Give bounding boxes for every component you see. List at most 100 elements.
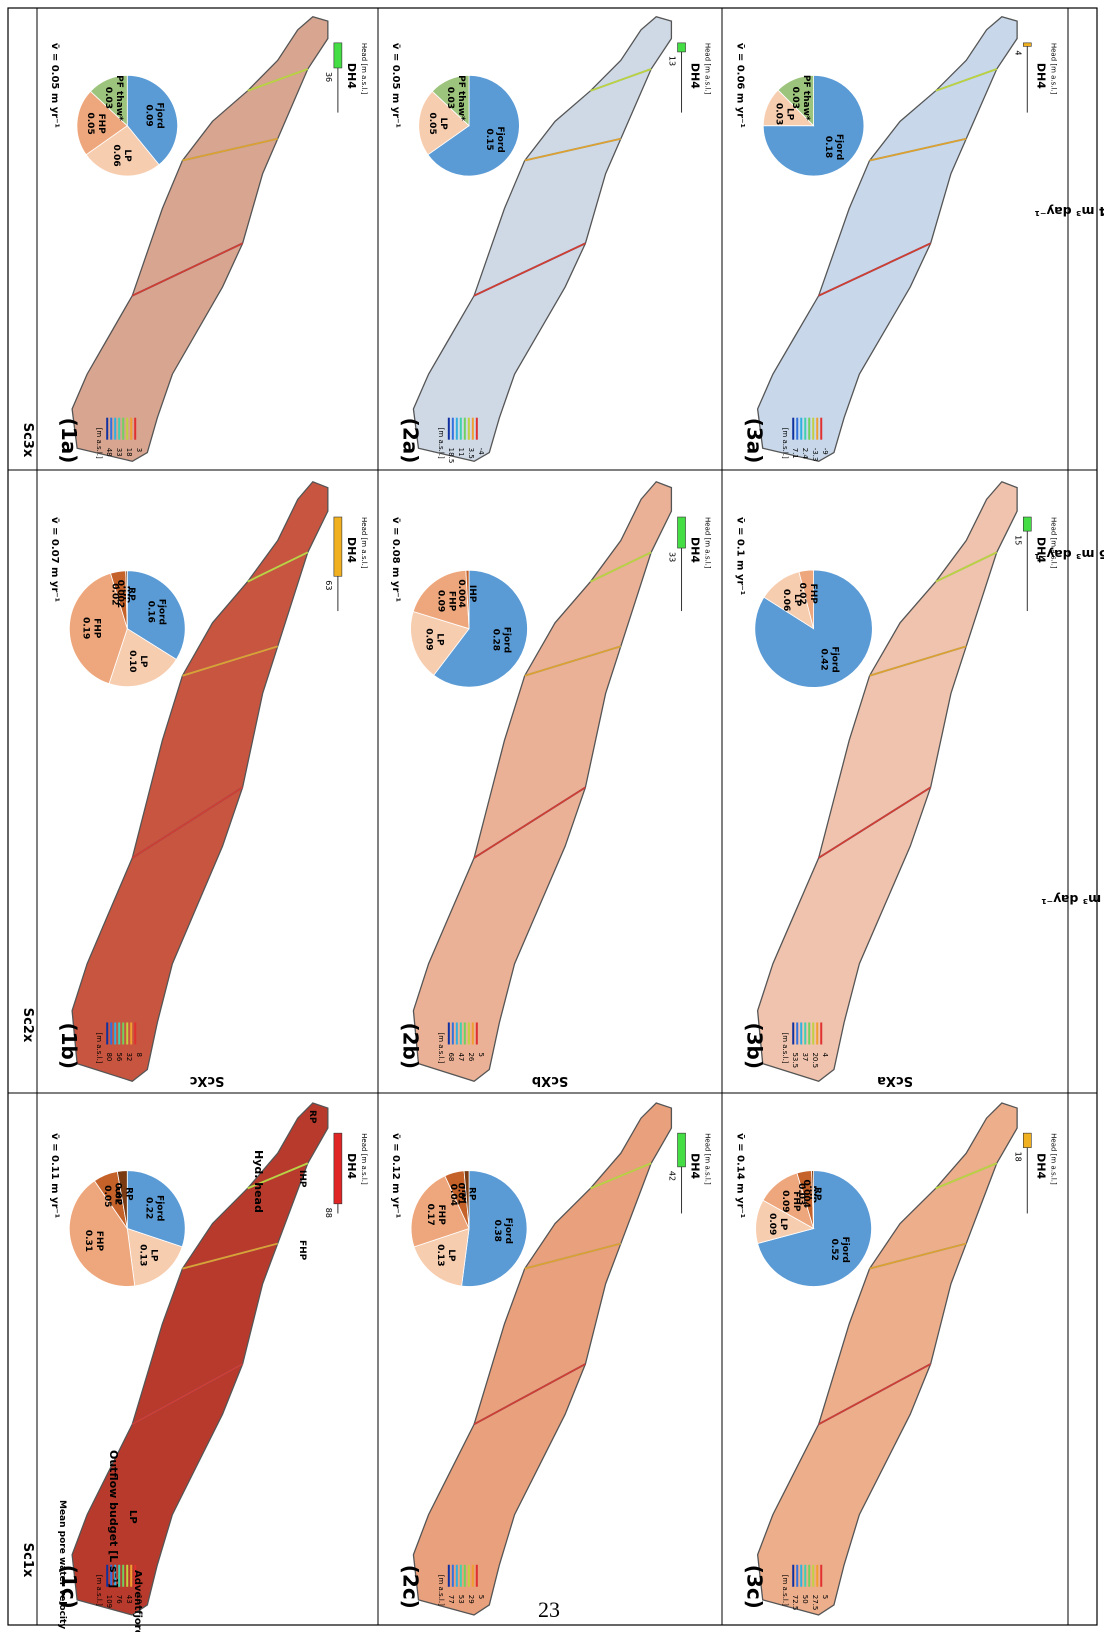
mean-velocity: v̄ = 0.05 m yr⁻¹ bbox=[390, 43, 401, 128]
mean-velocity: v̄ = 0.14 m yr⁻¹ bbox=[734, 1133, 745, 1218]
pie-value: 0.31 bbox=[83, 1230, 93, 1252]
legend-value: 68 bbox=[447, 1052, 455, 1061]
column-header: ScXc bbox=[190, 1073, 225, 1088]
panel-label: (1b) bbox=[57, 1022, 81, 1069]
row-header: Sc3x bbox=[20, 423, 35, 458]
legend-value: 26 bbox=[467, 1052, 475, 1061]
dh4-head-bar bbox=[333, 516, 343, 577]
dh4-head-bar bbox=[677, 42, 686, 53]
legend-value: 56 bbox=[115, 1052, 123, 1061]
legend-value: -4 bbox=[477, 448, 485, 456]
pie-value: 0.06 bbox=[781, 589, 791, 611]
pie-value: 0.09 bbox=[435, 590, 445, 612]
dh4-head-bar bbox=[1022, 516, 1032, 532]
pie-label: Fjord bbox=[834, 134, 844, 160]
legend-value: -9 bbox=[821, 448, 829, 455]
pie-slice bbox=[427, 74, 520, 177]
head-contour bbox=[473, 1363, 586, 1426]
rate-label: 63.4 m³ day⁻¹ bbox=[1034, 204, 1104, 219]
pie-value: 0.15 bbox=[484, 128, 494, 150]
pie-label: IHP bbox=[121, 586, 131, 604]
pie-slice bbox=[412, 569, 470, 630]
dh4-head-value: 42 bbox=[668, 1171, 677, 1181]
dh4-head-bar bbox=[1022, 1132, 1032, 1148]
pie-value: 0.16 bbox=[146, 601, 156, 623]
pie-slice bbox=[410, 1175, 470, 1248]
pie-label: LP bbox=[122, 149, 132, 162]
panel-annotation: FHP bbox=[297, 1240, 307, 1261]
pie-slice bbox=[126, 570, 186, 660]
head-contour bbox=[590, 1162, 652, 1190]
pie-value: 0.09 bbox=[780, 1190, 790, 1212]
pie-label: IHP bbox=[467, 585, 477, 603]
pie-slice bbox=[126, 1227, 183, 1287]
head-contour bbox=[473, 786, 586, 859]
legend-value: 10 bbox=[135, 1595, 143, 1604]
model-domain-map bbox=[71, 1102, 329, 1616]
head-contour bbox=[590, 68, 652, 92]
head-axis-label: Head [m a.s.l.] bbox=[360, 1133, 368, 1185]
dh4-label: DH4 bbox=[345, 63, 358, 89]
dh4-label: DH4 bbox=[1034, 1153, 1047, 1179]
legend-value: 53.5 bbox=[791, 1052, 799, 1068]
legend-unit: [m a.s.l.] bbox=[95, 428, 103, 459]
pie-value: 0.18 bbox=[823, 136, 833, 158]
column-headers: ScXcScXbScXaSc1xSc2xSc3x63.4 m³ day⁻¹40.… bbox=[20, 204, 1104, 1578]
legend-value: 48 bbox=[105, 448, 113, 457]
pie-label: LP bbox=[785, 108, 795, 121]
pie-value: 0.52 bbox=[829, 1239, 839, 1261]
legend-unit: [m a.s.l.] bbox=[781, 1575, 789, 1606]
head-contour bbox=[182, 137, 278, 162]
legend-value: 53 bbox=[457, 1595, 465, 1604]
pie-label: LP bbox=[792, 594, 802, 607]
pie-label: Fjord bbox=[501, 627, 511, 653]
panel-label: (2a) bbox=[398, 418, 422, 464]
head-contour bbox=[935, 1162, 998, 1190]
legend-value: 20.5 bbox=[811, 1052, 819, 1068]
dh4-head-bar bbox=[677, 1132, 686, 1168]
head-contour bbox=[818, 786, 932, 859]
pie-label: PF thaw* bbox=[801, 75, 811, 121]
head-contour bbox=[182, 645, 278, 677]
legend-value: 2.4 bbox=[801, 448, 809, 460]
pie-slice bbox=[68, 1180, 136, 1287]
pie-value: 0.004 bbox=[456, 579, 466, 607]
pie-value: 0.03 bbox=[103, 87, 113, 109]
legend-value: 43 bbox=[125, 1595, 133, 1604]
pie-label: FHP bbox=[446, 591, 456, 612]
legend-value: 7.1 bbox=[791, 448, 799, 459]
legend-value: 5 bbox=[477, 1595, 485, 1599]
head-contour bbox=[247, 1162, 309, 1190]
panel-annotation: RP bbox=[307, 1110, 317, 1124]
model-domain-map bbox=[756, 15, 1018, 462]
pie-label: Fjord bbox=[830, 646, 840, 672]
legend-value: 27.5 bbox=[811, 1595, 819, 1611]
legend-value: -3.3 bbox=[811, 448, 819, 462]
pie-label: RP bbox=[812, 1187, 822, 1201]
head-contour bbox=[590, 551, 652, 583]
legend-unit: [m a.s.l.] bbox=[781, 1032, 789, 1063]
pie-value: 0.03 bbox=[790, 87, 800, 109]
dh4-head-value: 63 bbox=[324, 580, 333, 590]
panel-label: (3b) bbox=[742, 1022, 766, 1069]
model-domain-map bbox=[756, 480, 1018, 1082]
dh4-head-bar bbox=[1022, 42, 1032, 47]
legend-value: 3 bbox=[135, 448, 143, 452]
legend-unit: [m a.s.l.] bbox=[781, 428, 789, 459]
dh4-label: DH4 bbox=[689, 1153, 702, 1179]
pie-slice bbox=[757, 1170, 872, 1287]
pie-slice bbox=[85, 125, 160, 177]
legend-value: 37 bbox=[801, 1052, 809, 1061]
pie-label: FHP bbox=[96, 113, 106, 134]
dh4-head-value: 36 bbox=[324, 72, 333, 82]
legend-value: 33 bbox=[115, 448, 123, 457]
pie-value: 0.09 bbox=[144, 104, 154, 126]
pie-label: RP bbox=[467, 1187, 477, 1201]
outer-frame bbox=[7, 7, 1098, 1626]
pie-slice bbox=[463, 1170, 470, 1229]
head-contour bbox=[935, 68, 998, 92]
pie-slice bbox=[431, 74, 470, 127]
legend-value: 50 bbox=[801, 1595, 809, 1604]
